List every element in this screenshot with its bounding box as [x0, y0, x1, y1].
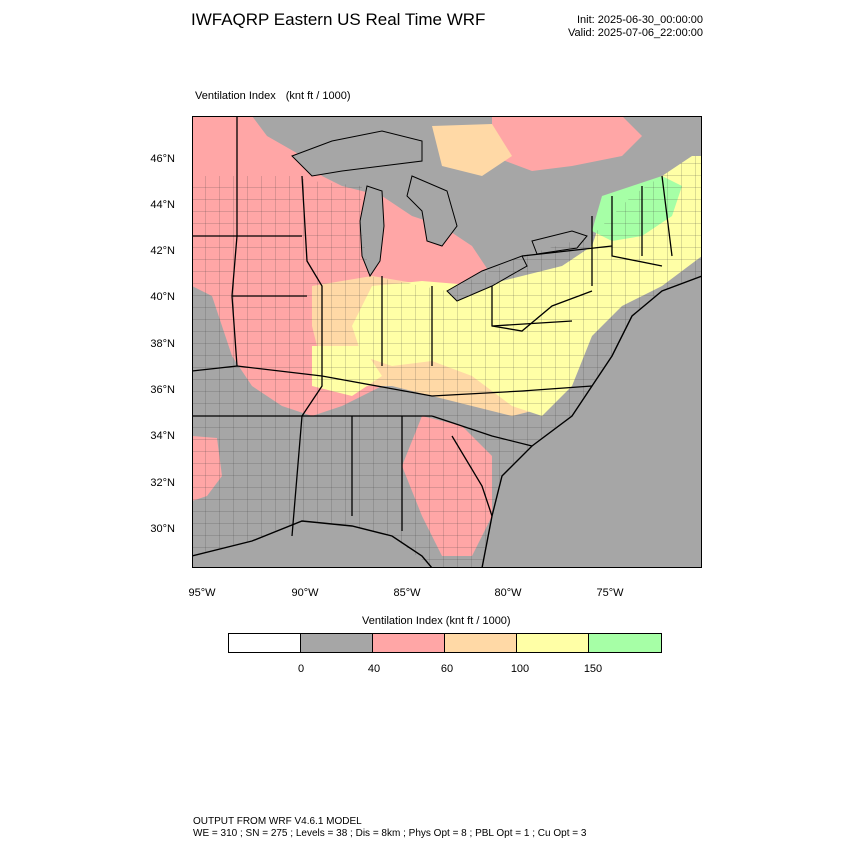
colorbar-tick: 100 — [510, 663, 530, 675]
lat-label: 44°N — [150, 199, 175, 211]
model-config: WE = 310 ; SN = 275 ; Levels = 38 ; Dis … — [193, 828, 587, 839]
colorbar-swatch — [445, 634, 517, 652]
lat-label: 34°N — [150, 430, 175, 442]
colorbar-title: Ventilation Index (knt ft / 1000) — [362, 615, 511, 627]
valid-time: Valid: 2025-07-06_22:00:00 — [568, 27, 703, 39]
colorbar-swatch — [229, 634, 301, 652]
lat-label: 32°N — [150, 477, 175, 489]
field-units: (knt ft / 1000) — [285, 90, 351, 102]
atlantic-ocean — [482, 276, 702, 568]
lat-label: 38°N — [150, 338, 175, 350]
colorbar-tick: 60 — [440, 663, 454, 675]
plot-title: IWFAQRP Eastern US Real Time WRF — [191, 10, 486, 29]
colorbar-tick: 150 — [583, 663, 603, 675]
lat-label: 36°N — [150, 384, 175, 396]
lon-label: 90°W — [291, 587, 319, 599]
colorbar-tick: 0 — [297, 663, 305, 675]
pink-region-canada — [492, 116, 642, 171]
lat-label: 40°N — [150, 291, 175, 303]
field-name: Ventilation Index — [195, 90, 276, 102]
lon-label: 80°W — [494, 587, 522, 599]
field-title: Ventilation Index (knt ft / 1000) — [195, 90, 351, 102]
colorbar-swatch — [373, 634, 445, 652]
coastline — [481, 275, 702, 568]
county-lines — [192, 156, 702, 568]
orange-region-north — [432, 124, 512, 176]
colorbar — [228, 633, 662, 653]
time-info: Init: 2025-06-30_00:00:00 Valid: 2025-07… — [560, 14, 703, 40]
gulf-of-mexico — [192, 521, 432, 568]
lat-label: 42°N — [150, 245, 175, 257]
colorbar-swatch — [517, 634, 589, 652]
lake-superior — [291, 130, 423, 177]
colorbar-tick: 40 — [367, 663, 381, 675]
state-borders — [192, 116, 673, 537]
colorbar-swatch — [589, 634, 661, 652]
pink-region-northwest — [192, 116, 237, 186]
lon-label: 85°W — [393, 587, 421, 599]
ventilation-index-map — [192, 116, 702, 568]
lat-label: 46°N — [150, 153, 175, 165]
lon-label: 95°W — [188, 587, 216, 599]
colorbar-swatch — [301, 634, 373, 652]
lat-label: 30°N — [150, 523, 175, 535]
model-version: OUTPUT FROM WRF V4.6.1 MODEL — [193, 816, 362, 827]
lon-label: 75°W — [596, 587, 624, 599]
model-info: OUTPUT FROM WRF V4.6.1 MODEL WE = 310 ; … — [193, 816, 586, 840]
gulf-coastline — [192, 520, 433, 568]
init-time: Init: 2025-06-30_00:00:00 — [577, 14, 703, 26]
lake-huron — [406, 175, 458, 247]
